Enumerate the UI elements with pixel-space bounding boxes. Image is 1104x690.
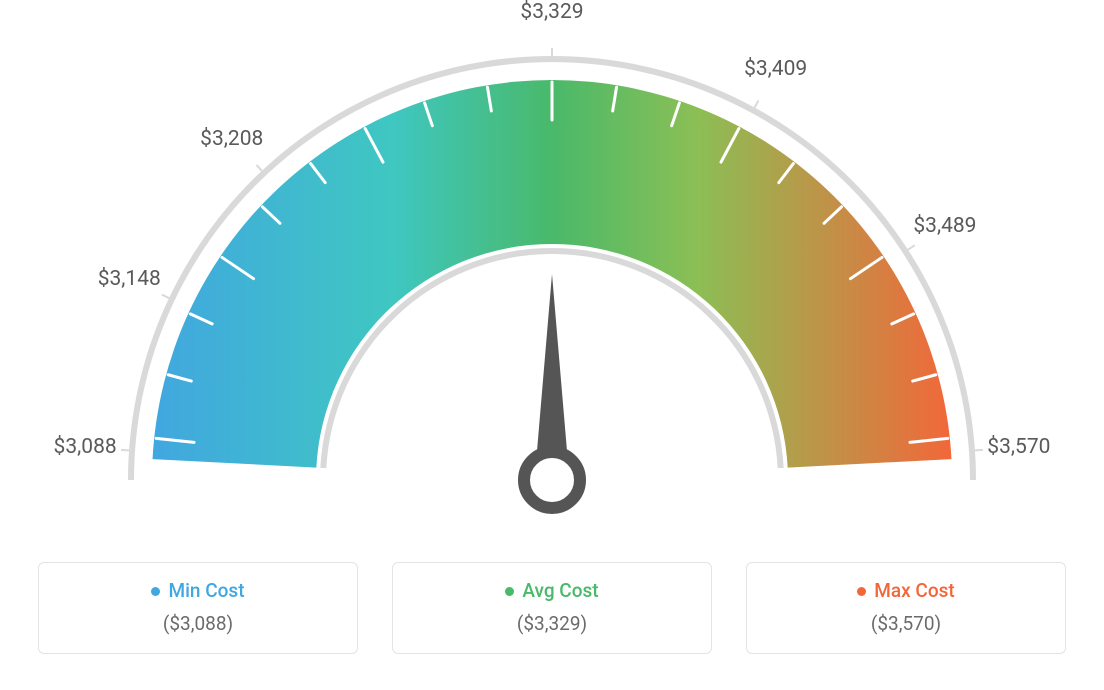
- legend-min-title: Min Cost: [39, 579, 357, 602]
- gauge-tick-label: $3,329: [520, 0, 583, 24]
- dot-icon: [857, 587, 866, 596]
- gauge-tick-label: $3,570: [987, 435, 1050, 459]
- gauge-tick-label: $3,489: [913, 214, 976, 238]
- legend-avg-title-text: Avg Cost: [522, 579, 598, 602]
- gauge-tick-label: $3,409: [744, 57, 807, 81]
- legend-max-title: Max Cost: [747, 579, 1065, 602]
- legend-max-title-text: Max Cost: [874, 579, 954, 602]
- dot-icon: [505, 587, 514, 596]
- legend-row: Min Cost ($3,088) Avg Cost ($3,329) Max …: [0, 562, 1104, 654]
- gauge-tick-label: $3,148: [98, 267, 161, 291]
- legend-avg-title: Avg Cost: [393, 579, 711, 602]
- legend-max-value: ($3,570): [747, 612, 1065, 635]
- gauge-svg: [0, 0, 1104, 560]
- gauge-chart: $3,088 $3,148 $3,208 $3,329 $3,409 $3,489 $3,5…: [0, 0, 1104, 560]
- legend-min-title-text: Min Cost: [168, 579, 244, 602]
- legend-card-min: Min Cost ($3,088): [38, 562, 358, 654]
- legend-avg-value: ($3,329): [393, 612, 711, 635]
- gauge-tick-label: $3,208: [200, 127, 263, 151]
- legend-card-max: Max Cost ($3,570): [746, 562, 1066, 654]
- legend-card-avg: Avg Cost ($3,329): [392, 562, 712, 654]
- dot-icon: [151, 587, 160, 596]
- legend-min-value: ($3,088): [39, 612, 357, 635]
- gauge-tick-label: $3,088: [54, 435, 117, 459]
